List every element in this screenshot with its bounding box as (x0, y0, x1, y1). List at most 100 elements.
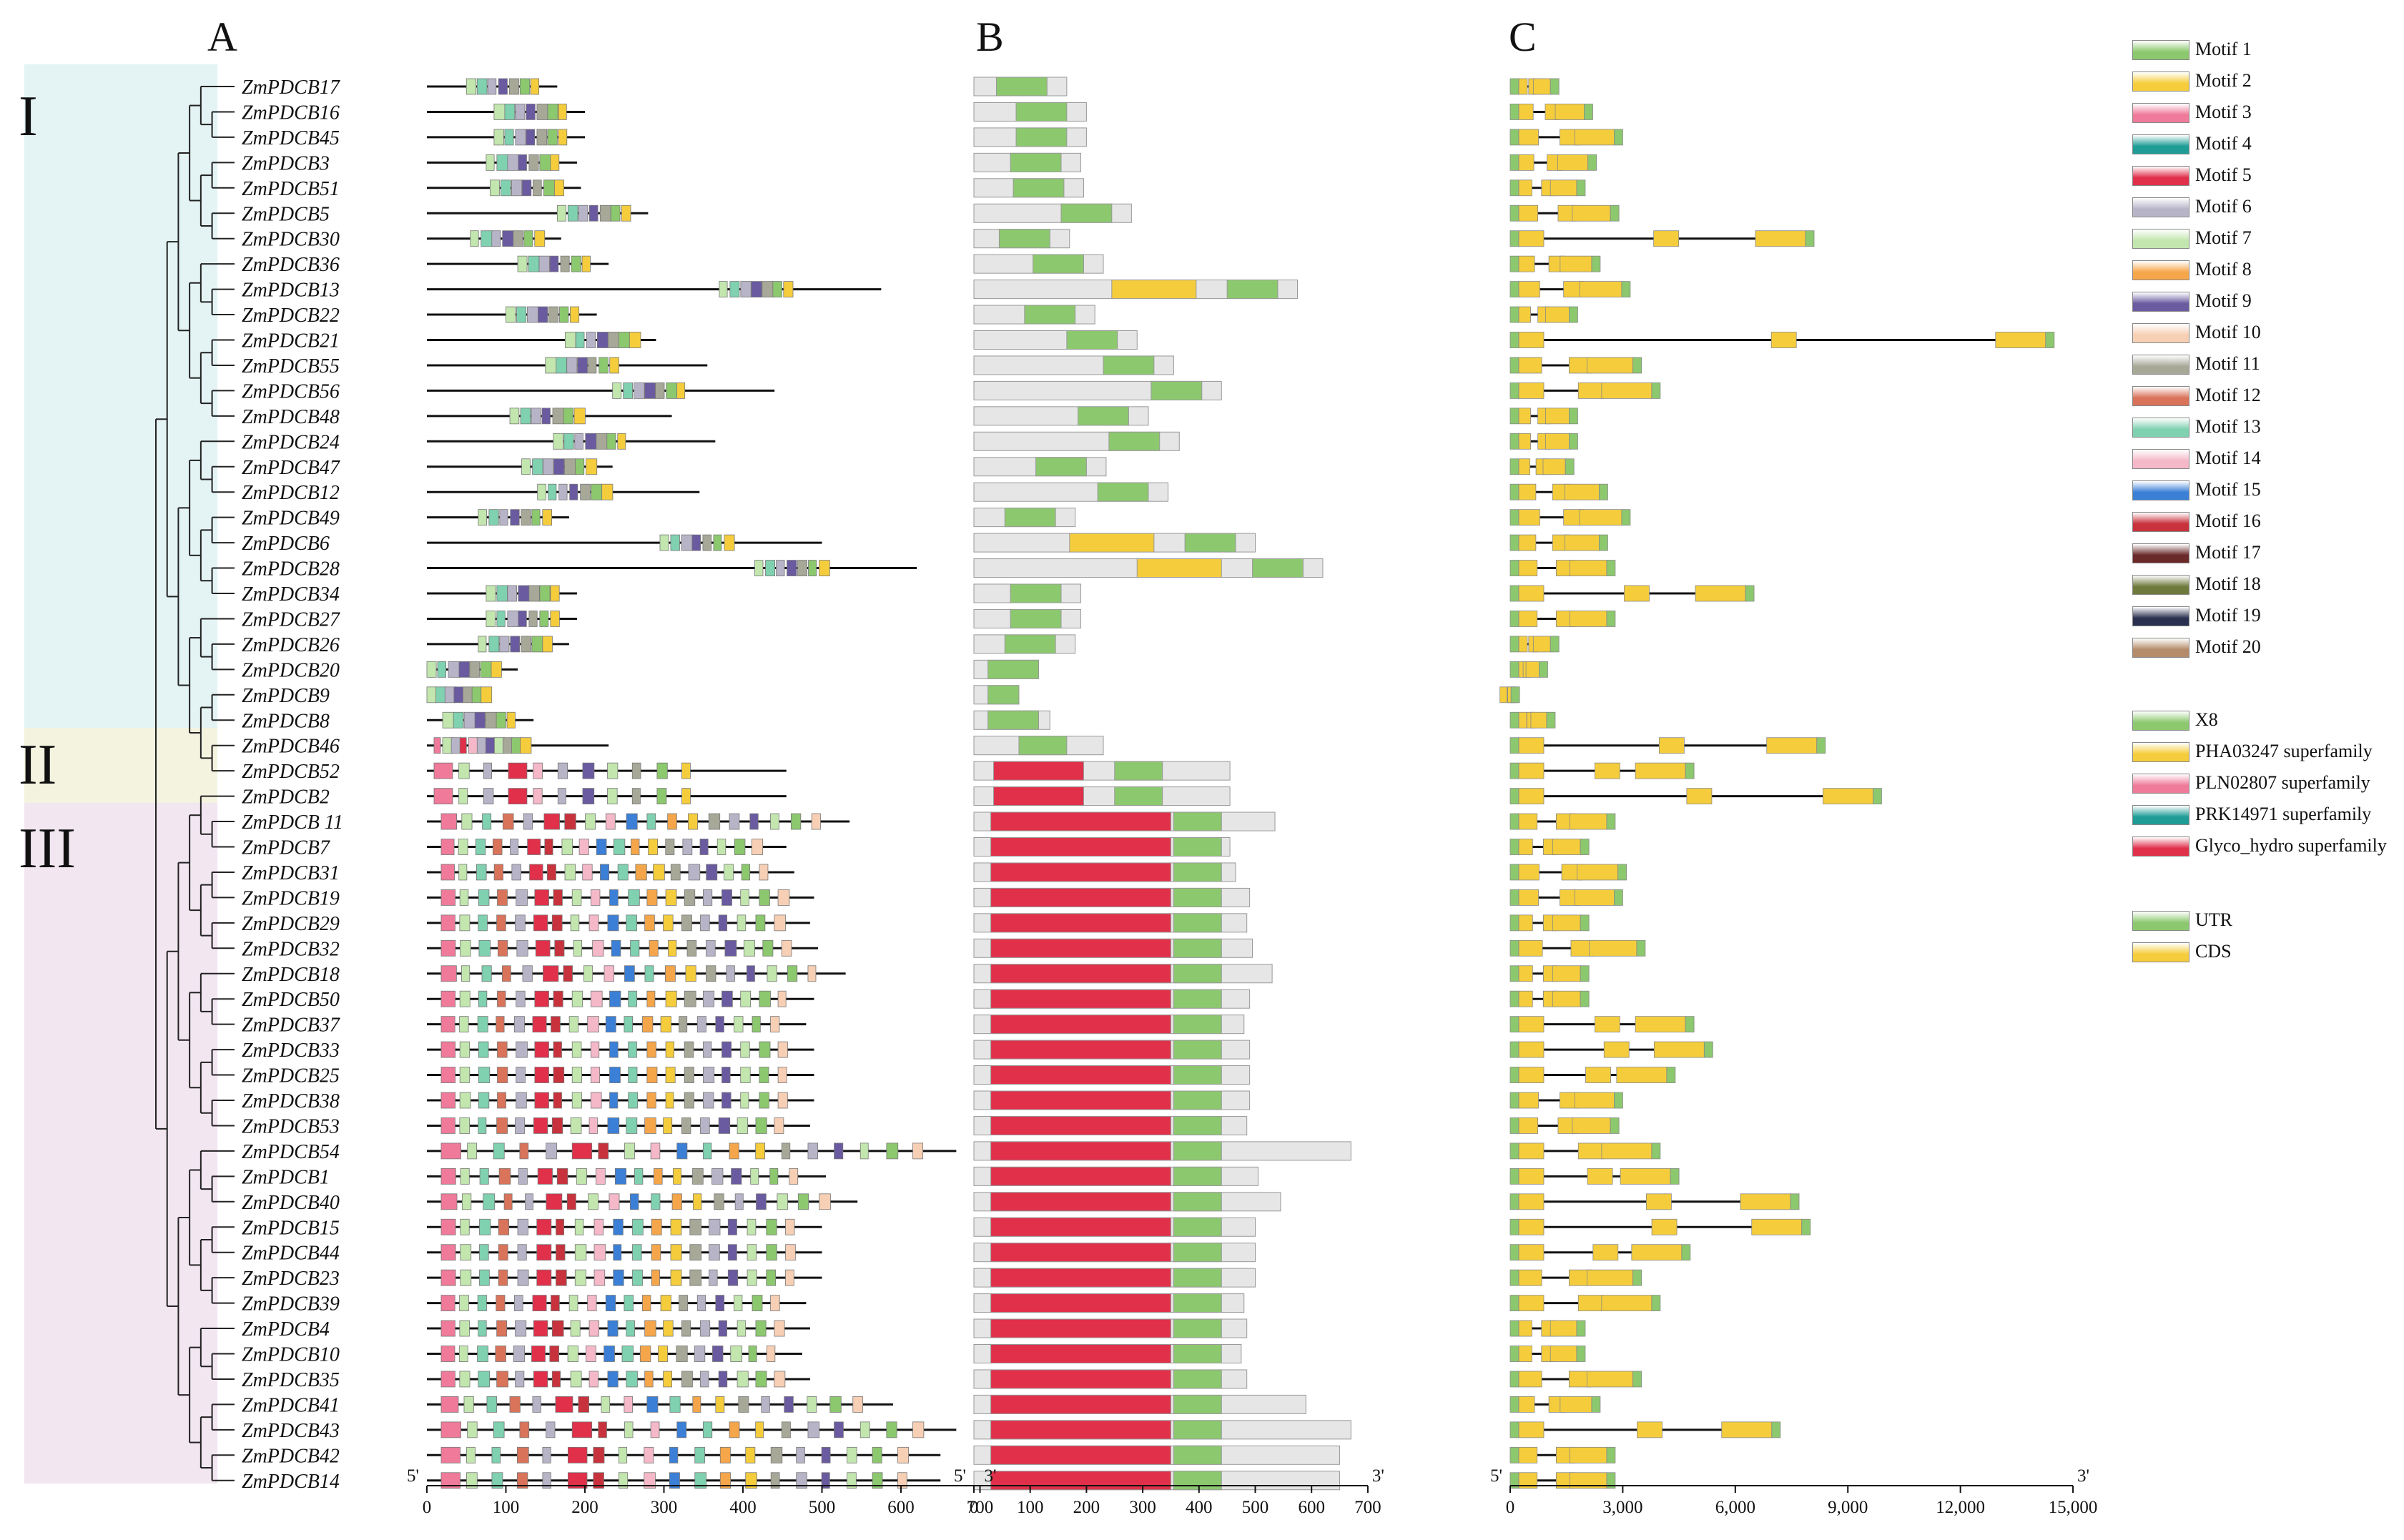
cds-box (1518, 458, 1531, 475)
motif-box (740, 889, 749, 906)
motif-box (531, 509, 541, 526)
motif-box (460, 1218, 470, 1235)
motif-box (713, 534, 722, 551)
domain-x8 (998, 229, 1050, 249)
domain-glyco (990, 1166, 1171, 1186)
motif-box (784, 1396, 794, 1413)
motif-box (536, 1269, 552, 1286)
legend-swatch (2132, 543, 2189, 563)
gene-row: ZmPDCB5 (242, 203, 1620, 225)
motif-box (534, 889, 549, 906)
utr-box (1509, 129, 1519, 146)
utr-box (1606, 560, 1616, 576)
gene-label: ZmPDCB47 (242, 457, 340, 479)
utr-box (1509, 813, 1519, 830)
motif-box (555, 1396, 573, 1413)
motif-box (755, 1117, 767, 1134)
cds-box (1518, 1244, 1545, 1261)
cds-box (1577, 1295, 1604, 1311)
motif-box (458, 1346, 468, 1362)
utr-box (1565, 458, 1575, 475)
motif-box (759, 1041, 771, 1058)
motif-box (797, 1193, 809, 1210)
motif-box (463, 711, 476, 729)
motif-box (459, 1092, 471, 1109)
cds-box (1565, 483, 1600, 500)
legend-swatch (2132, 575, 2189, 595)
motif-box (459, 1371, 471, 1388)
motif-box (750, 1168, 759, 1185)
motif-box (702, 1067, 715, 1083)
motif-box (479, 1218, 491, 1235)
motif-box (478, 990, 488, 1007)
legend-swatch (2132, 742, 2189, 762)
gene-label: ZmPDCB53 (242, 1115, 340, 1137)
legend-swatch (2132, 606, 2189, 626)
motif-box (459, 990, 471, 1007)
axis-tick-label: 600 (1298, 1498, 1325, 1517)
motif-box (556, 1218, 564, 1235)
domain-glyco (990, 989, 1171, 1009)
cds-box (1518, 332, 1545, 348)
gene-row: ZmPDCB26 (242, 634, 1560, 656)
clade-label-2: II (19, 734, 57, 796)
motif-box (587, 1295, 597, 1311)
motif-box (437, 661, 446, 678)
gene-row: ZmPDCB4 (242, 1318, 1586, 1341)
motif-box (770, 1016, 780, 1033)
motif-box (459, 1016, 469, 1033)
motif-box (440, 1016, 455, 1033)
motif-box (478, 1117, 487, 1134)
motif-box (740, 1041, 750, 1058)
motif-box (493, 864, 503, 881)
legend-swatch (2132, 512, 2189, 532)
utr-box (1606, 611, 1616, 627)
legend-item: PLN02807 superfamily (2132, 769, 2404, 801)
motif-box (747, 1244, 757, 1261)
cds-box (1518, 204, 1539, 222)
cds-box (1616, 1067, 1667, 1083)
gene-row: ZmPDCB53 (242, 1115, 1620, 1137)
motif-box (613, 1269, 624, 1286)
cds-box (1518, 104, 1534, 120)
axis-tick-label: 100 (493, 1498, 520, 1517)
legend-swatch (2132, 836, 2189, 857)
gene-label: ZmPDCB43 (242, 1420, 340, 1442)
motif-box (537, 483, 546, 500)
motif-box (569, 483, 578, 500)
motif-box (574, 433, 583, 450)
motif-box (458, 762, 470, 779)
motif-box (626, 1320, 635, 1337)
domain-glyco (990, 1090, 1171, 1110)
motif-box (545, 357, 557, 374)
motif-box (776, 560, 785, 576)
motif-box (598, 1421, 607, 1438)
cds-box (1592, 1244, 1619, 1261)
cds-box (1658, 737, 1685, 754)
motif-box (727, 1218, 737, 1235)
axis-tick-label: 15,000 (2049, 1498, 2098, 1517)
motif-box (669, 1446, 679, 1464)
domain-x8 (1173, 1217, 1222, 1237)
motif-box (459, 1117, 471, 1134)
motif-box (497, 889, 508, 906)
motif-box (834, 1142, 844, 1160)
motif-box (460, 1244, 472, 1261)
gene-row: ZmPDCB52 (242, 761, 1695, 783)
domain-x8 (1173, 1166, 1222, 1186)
motif-box (599, 204, 611, 222)
motif-box (493, 129, 504, 146)
cds-box (1587, 1168, 1613, 1185)
motif-box (586, 458, 598, 475)
motif-box (726, 965, 735, 982)
motif-box (659, 534, 669, 551)
motif-box (533, 1371, 548, 1388)
motif-box (699, 1117, 710, 1134)
gene-label: ZmPDCB15 (242, 1217, 340, 1239)
utr-box (1685, 762, 1695, 779)
legend-item: Motif 15 (2132, 476, 2404, 508)
motif-box (676, 1421, 687, 1438)
motif-box (706, 939, 716, 957)
cds-box (1555, 104, 1585, 120)
